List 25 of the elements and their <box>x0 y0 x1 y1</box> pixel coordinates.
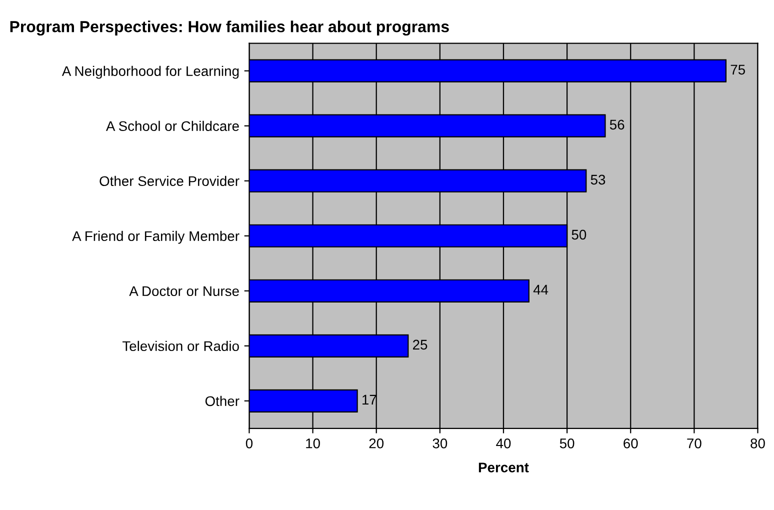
x-tick-label: 70 <box>687 438 702 448</box>
data-label: 25 <box>413 340 428 350</box>
chart-title: Program Perspectives: How families hear about programs <box>10 20 449 36</box>
x-tick-label: 60 <box>624 438 638 448</box>
data-label: 53 <box>590 174 606 185</box>
y-tick-label: A Neighborhood for Learning <box>62 66 239 79</box>
y-tick-label: A School or Childcare <box>106 120 239 132</box>
x-tick-label: 30 <box>432 438 448 448</box>
x-tick-label: 50 <box>560 438 574 448</box>
data-label: 44 <box>533 284 548 294</box>
x-tick-label: 20 <box>369 438 384 448</box>
y-tick-label: Other Service Provider <box>100 176 240 186</box>
y-tick-label: A Friend or Family Member <box>72 230 240 244</box>
x-tick-label: 0 <box>246 438 253 448</box>
data-label: 17 <box>362 394 376 404</box>
y-tick-label: Television or Radio <box>122 340 239 352</box>
y-tick-label: Other <box>205 396 240 406</box>
x-tick-label: 80 <box>750 438 765 448</box>
data-label: 75 <box>730 64 745 75</box>
x-tick-label: 40 <box>496 438 511 448</box>
x-tick-label: 10 <box>306 438 320 448</box>
data-label: 56 <box>610 120 624 130</box>
y-tick-label: A Doctor or Nurse <box>129 286 239 296</box>
data-label: 50 <box>572 230 586 240</box>
x-axis-title: Percent <box>478 462 529 472</box>
